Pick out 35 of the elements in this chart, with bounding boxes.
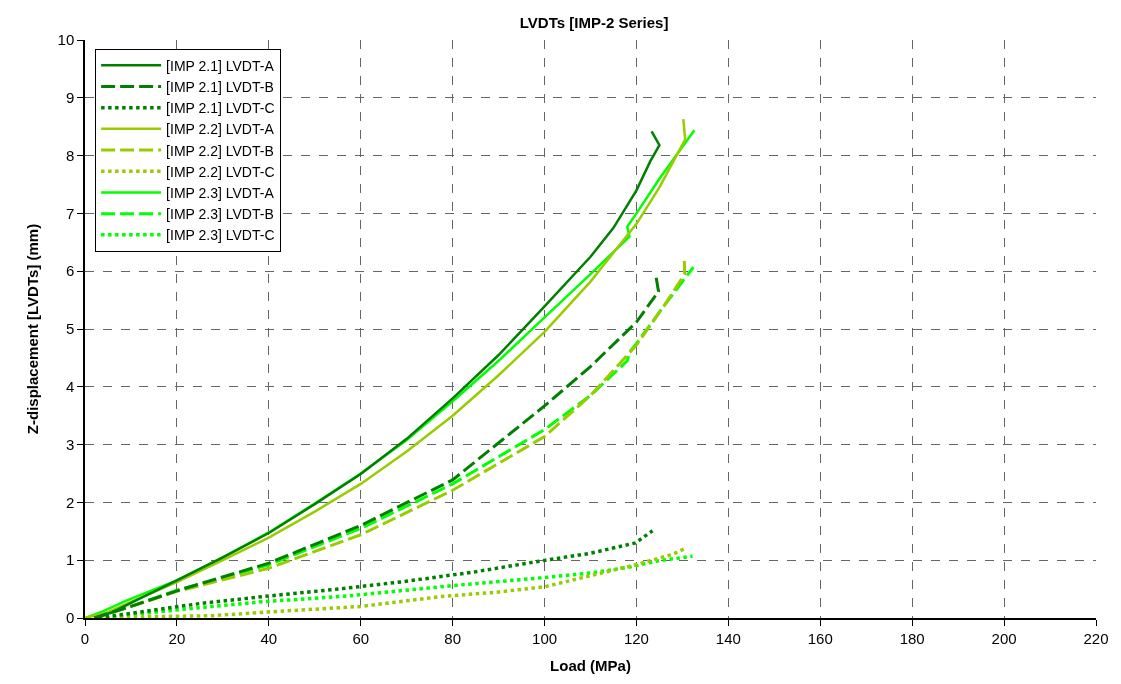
- y-tick-label: 2: [65, 493, 75, 511]
- legend-label: [IMP 2.3] LVDT-B: [166, 206, 274, 223]
- y-tick-label: 8: [65, 146, 75, 164]
- x-tick-label: 0: [80, 629, 90, 647]
- x-tick-label: 40: [260, 629, 278, 647]
- y-tick-label: 7: [65, 204, 75, 222]
- x-tick-label: 220: [1083, 629, 1109, 647]
- chart-title: LVDTs [IMP-2 Series]: [519, 13, 669, 31]
- x-tick-label: 120: [623, 629, 649, 647]
- x-tick-label: 160: [807, 629, 833, 647]
- legend-label: [IMP 2.2] LVDT-B: [166, 142, 274, 159]
- legend-label: [IMP 2.2] LVDT-C: [166, 163, 275, 180]
- x-tick-label: 20: [168, 629, 186, 647]
- y-tick-label: 9: [65, 89, 75, 107]
- legend-label: [IMP 2.1] LVDT-A: [166, 57, 275, 74]
- x-tick-label: 100: [532, 629, 558, 647]
- y-tick-label: 10: [57, 31, 75, 49]
- y-tick-label: 3: [65, 435, 75, 453]
- x-tick-label: 80: [444, 629, 461, 647]
- y-tick-label: 1: [65, 551, 75, 569]
- x-tick-label: 180: [899, 629, 925, 647]
- y-tick-label: 0: [65, 609, 75, 627]
- x-axis-title: Load (MPa): [550, 657, 631, 675]
- x-tick-label: 60: [352, 629, 370, 647]
- y-tick-label: 5: [65, 320, 75, 338]
- legend-label: [IMP 2.1] LVDT-B: [166, 78, 274, 95]
- legend-label: [IMP 2.3] LVDT-A: [166, 184, 275, 201]
- legend-label: [IMP 2.2] LVDT-A: [166, 121, 275, 138]
- y-tick-label: 6: [65, 262, 75, 280]
- y-tick-label: 4: [65, 378, 75, 396]
- x-tick-label: 140: [715, 629, 741, 647]
- y-axis-title: Z-displacement [LVDTs] (mm): [24, 223, 42, 435]
- legend-label: [IMP 2.3] LVDT-C: [166, 227, 275, 244]
- x-tick-label: 200: [991, 629, 1017, 647]
- legend-label: [IMP 2.1] LVDT-C: [166, 100, 275, 117]
